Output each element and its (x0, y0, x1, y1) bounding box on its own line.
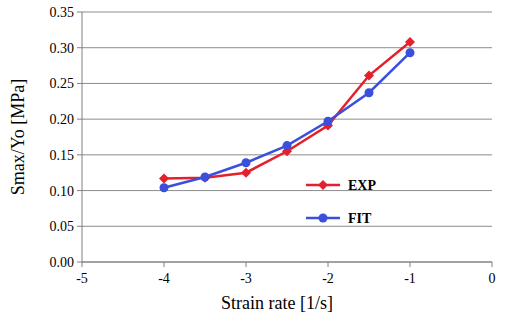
x-tick (328, 262, 329, 267)
grid-line (82, 226, 492, 227)
y-tick (77, 190, 82, 191)
x-tick-label: 0 (489, 271, 496, 286)
y-tick (77, 226, 82, 227)
legend-marker (319, 214, 328, 223)
series-marker (365, 88, 374, 97)
y-tick-label: 0.05 (50, 219, 75, 234)
y-tick (77, 154, 82, 155)
series-marker (200, 173, 210, 183)
y-tick (77, 12, 82, 13)
series-marker (405, 37, 415, 47)
legend-label: FIT (348, 211, 372, 226)
y-axis-label: Smax/Yo [MPa] (8, 79, 28, 196)
x-tick (164, 262, 165, 267)
y-tick-label: 0.30 (50, 41, 75, 56)
y-tick-label: 0.15 (50, 148, 75, 163)
x-tick (410, 262, 411, 267)
y-tick (77, 47, 82, 48)
y-tick-label: 0.25 (50, 76, 75, 91)
y-tick-label: 0.20 (50, 112, 75, 127)
chart: 0.00 0.05 0.10 0.15 0.20 0.25 0.30 0.35 -5 -4 -3 -2… (0, 0, 517, 329)
y-tick (77, 83, 82, 84)
series-marker (160, 183, 169, 192)
series-marker (241, 168, 251, 178)
legend: EXP FIT (306, 178, 376, 226)
x-tick-label: -2 (322, 271, 334, 286)
x-tick (246, 262, 247, 267)
series-marker (406, 48, 415, 57)
x-tick-label: -4 (158, 271, 170, 286)
x-axis (82, 262, 492, 263)
grid-line (82, 262, 492, 263)
x-tick-label: -3 (240, 271, 252, 286)
series-marker (324, 117, 333, 126)
y-tick (77, 119, 82, 120)
grid-line (82, 119, 492, 120)
grid-line (82, 12, 492, 13)
series-line (164, 42, 410, 178)
series-marker (283, 141, 292, 150)
grid-line (82, 83, 492, 84)
series-line (164, 53, 410, 188)
series-marker (201, 173, 210, 182)
y-axis (82, 12, 83, 262)
y-tick-label: 0.00 (50, 255, 75, 270)
y-tick-label: 0.35 (50, 5, 75, 20)
plot-area (159, 37, 415, 192)
series-marker (364, 71, 374, 81)
legend-marker (318, 180, 328, 190)
y-tick-label: 0.10 (50, 184, 75, 199)
x-tick-label: -1 (404, 271, 416, 286)
series-marker (242, 158, 251, 167)
legend-label: EXP (348, 178, 376, 193)
grid-line (82, 190, 492, 191)
x-tick (82, 262, 83, 267)
grid-line (82, 47, 492, 48)
y-tick (77, 262, 82, 263)
x-tick (492, 262, 493, 267)
series-marker (159, 173, 169, 183)
x-axis-label: Strain rate [1/s] (221, 293, 333, 313)
x-tick-label: -5 (76, 271, 88, 286)
